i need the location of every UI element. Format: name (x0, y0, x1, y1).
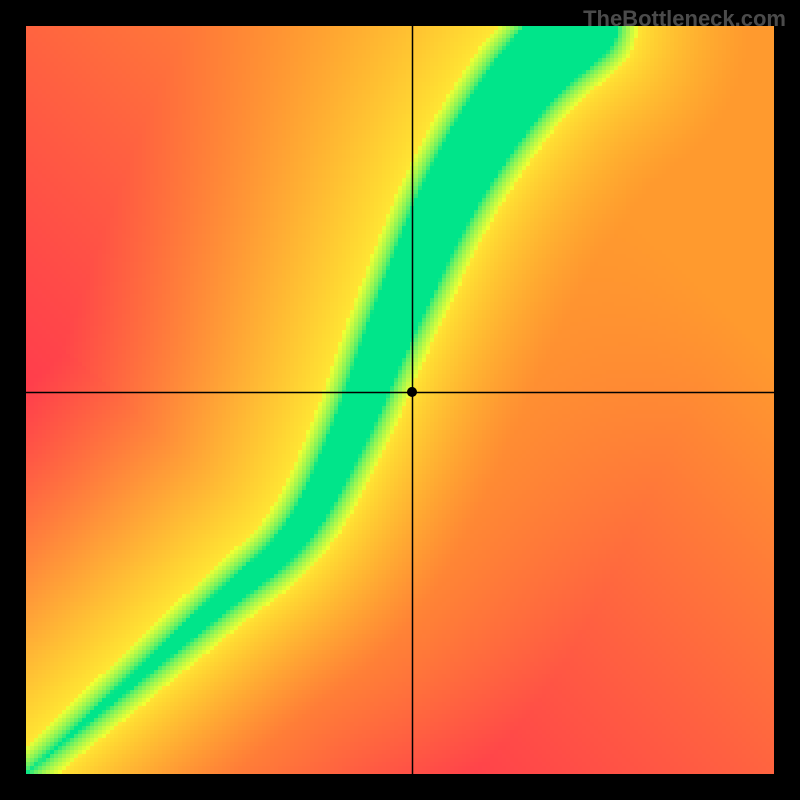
chart-container: TheBottleneck.com (0, 0, 800, 800)
bottleneck-heatmap (0, 0, 800, 800)
watermark-text: TheBottleneck.com (583, 6, 786, 32)
